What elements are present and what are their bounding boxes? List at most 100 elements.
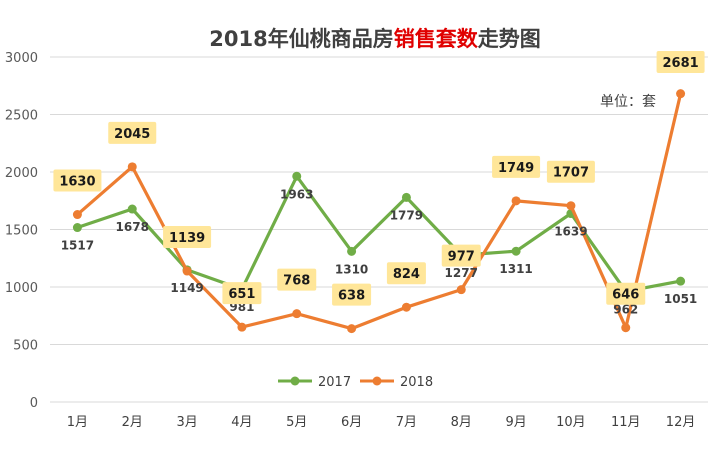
y-tick-label: 2000 [5, 166, 38, 181]
data-label-2017: 1517 [61, 239, 94, 253]
x-tick-label: 11月 [611, 415, 641, 430]
x-tick-label: 6月 [341, 415, 362, 430]
y-axis: 0 500 1000 1500 2000 2500 3000 [5, 51, 38, 411]
data-point-2018 [511, 196, 521, 206]
data-point-2018 [456, 285, 466, 295]
x-tick-label: 1月 [67, 415, 88, 430]
legend-label: 2018 [400, 375, 433, 390]
data-point-2018 [347, 324, 357, 334]
data-label-2017: 1639 [554, 225, 587, 239]
grid [50, 56, 708, 403]
data-label-2018: 824 [386, 262, 426, 285]
data-label-text: 646 [612, 288, 639, 303]
data-label-2018: 768 [277, 268, 317, 291]
x-axis: 1月 2月 3月 4月 5月 6月 7月 8月 9月 10月 11月 12月 [67, 415, 696, 430]
series-line-2018 [76, 93, 683, 331]
data-point-2017 [127, 204, 137, 214]
data-label-2017: 1149 [170, 281, 203, 295]
data-point-2018 [72, 210, 82, 220]
data-point-2017 [347, 246, 357, 256]
series-lines [72, 89, 686, 334]
data-label-box [108, 121, 157, 144]
data-label-2018: 1749 [492, 155, 541, 178]
data-point-2018 [182, 266, 192, 276]
data-label-box [492, 155, 541, 178]
data-label-2017: 1779 [390, 208, 423, 222]
data-label-text: 1707 [553, 166, 589, 181]
unit-label: 单位：套 [600, 94, 656, 110]
data-point-2018 [237, 322, 247, 332]
data-label-2017: 1277 [445, 266, 478, 280]
data-point-2018 [566, 201, 576, 211]
data-point-2018 [621, 323, 631, 333]
data-label-2017: 1051 [664, 292, 697, 306]
data-label-box [53, 169, 102, 192]
data-label-text: 1630 [59, 175, 95, 190]
legend-item-2017: 2017 [278, 375, 351, 390]
data-label-text: 1749 [498, 161, 534, 176]
data-label-text: 824 [393, 267, 420, 282]
chart-title-part: 2018年仙桃商品房 [209, 27, 393, 51]
x-tick-label: 10月 [556, 415, 586, 430]
data-label-2017: 1963 [280, 187, 313, 201]
data-label-text: 638 [338, 289, 365, 304]
data-point-2017 [676, 276, 686, 286]
data-label-2018: 1630 [53, 169, 102, 192]
data-point-2017 [292, 171, 302, 181]
data-label-2017: 1678 [116, 220, 149, 234]
x-tick-label: 7月 [396, 415, 417, 430]
chart-title-part: 销售套数 [394, 27, 479, 51]
data-label-2018: 2045 [108, 121, 157, 144]
data-label-box [606, 282, 646, 305]
y-tick-label: 3000 [5, 51, 38, 66]
x-tick-label: 3月 [176, 415, 197, 430]
data-label-box [546, 160, 595, 183]
data-label-2018: 651 [222, 282, 262, 305]
data-label-box [332, 283, 372, 306]
legend-label: 2017 [318, 375, 351, 390]
data-label-2018: 1139 [163, 226, 212, 249]
legend-marker [372, 376, 382, 386]
data-point-2018 [676, 89, 686, 99]
y-tick-label: 1000 [5, 281, 38, 296]
y-tick-label: 0 [30, 396, 38, 411]
x-tick-label: 4月 [231, 415, 252, 430]
data-label-2018: 1707 [546, 160, 595, 183]
data-label-text: 768 [283, 274, 310, 289]
data-label-2017: 1311 [499, 262, 532, 276]
data-label-2017: 1310 [335, 262, 368, 276]
data-label-text: 651 [228, 287, 255, 302]
data-point-2018 [401, 302, 411, 312]
data-label-box [441, 244, 481, 267]
data-label-2017: 962 [613, 302, 638, 316]
x-tick-label: 12月 [666, 415, 696, 430]
x-tick-label: 8月 [451, 415, 472, 430]
data-label-2018: 646 [606, 282, 646, 305]
chart-title: 2018年仙桃商品房销售套数走势图 [209, 27, 540, 51]
data-label-text: 2045 [114, 127, 150, 142]
data-point-2018 [127, 162, 137, 172]
data-point-2017 [511, 246, 521, 256]
y-tick-label: 2500 [5, 109, 38, 124]
data-point-2017 [401, 192, 411, 202]
x-tick-label: 2月 [122, 415, 143, 430]
data-label-text: 1139 [169, 231, 205, 246]
data-label-box [163, 226, 212, 249]
legend: 2017 2018 [278, 375, 433, 390]
data-label-2018: 2681 [656, 51, 705, 73]
data-label-2018: 977 [441, 244, 481, 267]
data-label-2018: 638 [332, 283, 372, 306]
chart-title-part: 走势图 [478, 27, 541, 51]
data-label-text: 2681 [662, 56, 698, 71]
legend-item-2018: 2018 [360, 375, 433, 390]
data-label-text: 977 [448, 250, 475, 265]
y-tick-label: 1500 [5, 224, 38, 239]
x-tick-label: 9月 [505, 415, 526, 430]
data-label-box [656, 51, 705, 73]
x-tick-label: 5月 [286, 415, 307, 430]
legend-marker [290, 376, 300, 386]
data-point-2017 [72, 223, 82, 233]
